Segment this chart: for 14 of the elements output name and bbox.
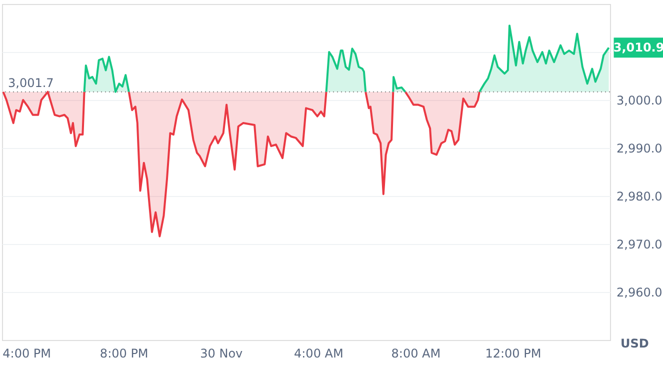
y-tick-label: 2,980.0 (616, 190, 662, 204)
x-tick-label: 8:00 AM (391, 346, 441, 360)
x-tick-label: 8:00 PM (100, 346, 148, 360)
ref-line-label: 3,001.7 (8, 76, 54, 90)
annotation: 3,010.9 (613, 40, 663, 55)
y-tick-label: 3,000.0 (616, 94, 662, 108)
y-tick-label: 2,970.0 (616, 238, 662, 252)
y-tick-label: 2,990.0 (616, 142, 662, 156)
x-tick-label: 30 Nov (200, 346, 243, 360)
x-tick-label: 4:00 AM (294, 346, 344, 360)
x-tick-label: 4:00 PM (2, 346, 51, 360)
y-axis-title: USD (620, 336, 649, 350)
x-tick-label: 12:00 PM (485, 346, 542, 360)
y-tick-label: 2,960.0 (616, 286, 662, 300)
